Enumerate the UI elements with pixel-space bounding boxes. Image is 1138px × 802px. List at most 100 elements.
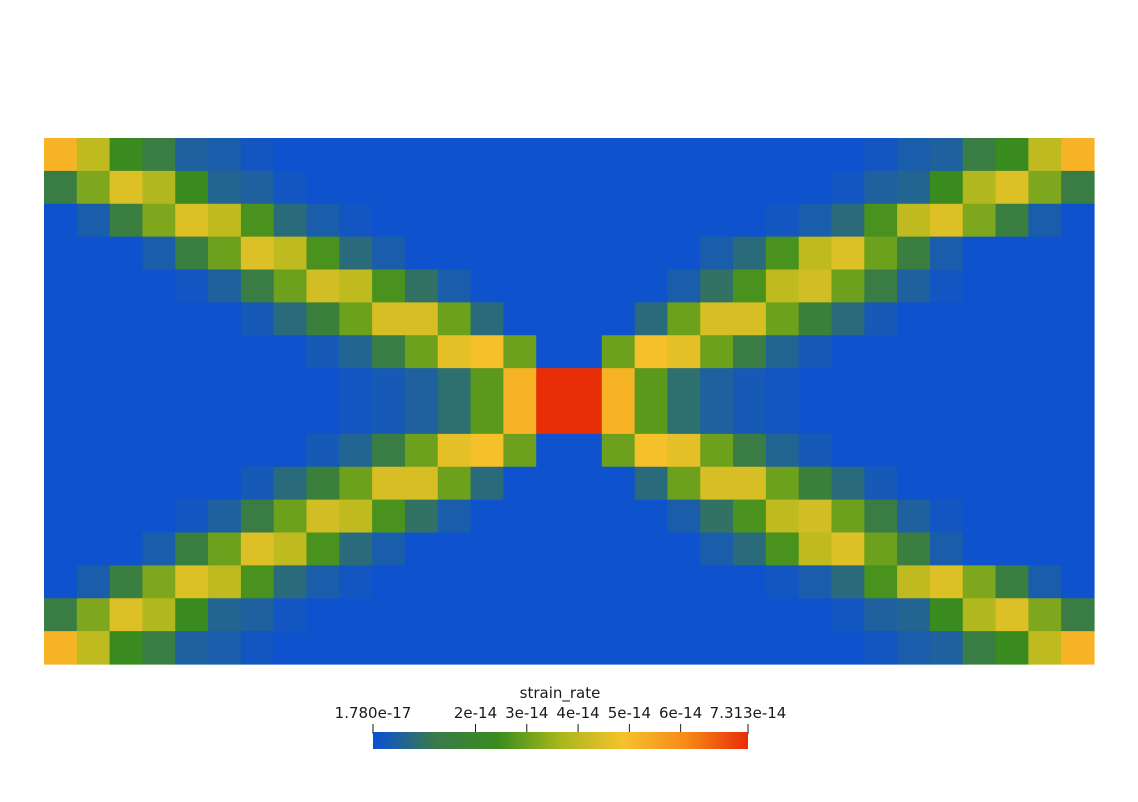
heatmap-cell: [274, 302, 307, 335]
heatmap-cell: [766, 500, 799, 533]
heatmap-cell: [438, 467, 471, 500]
heatmap-cell: [274, 631, 307, 664]
heatmap-cell: [930, 368, 963, 401]
heatmap-cell: [142, 171, 175, 204]
heatmap-cell: [864, 237, 897, 270]
heatmap-cell: [569, 533, 602, 566]
heatmap-cell: [241, 467, 274, 500]
heatmap-cell: [766, 467, 799, 500]
heatmap-cell: [471, 631, 504, 664]
heatmap-cell: [503, 401, 536, 434]
heatmap-cell: [700, 500, 733, 533]
heatmap-cell: [503, 171, 536, 204]
heatmap-cell: [274, 467, 307, 500]
heatmap-cell: [700, 598, 733, 631]
heatmap-cell: [77, 533, 110, 566]
heatmap-cell: [1028, 500, 1061, 533]
heatmap-cell: [700, 565, 733, 598]
heatmap-cell: [569, 565, 602, 598]
heatmap-cell: [897, 631, 930, 664]
heatmap-cell: [864, 368, 897, 401]
heatmap-cell: [1028, 565, 1061, 598]
heatmap-cell: [372, 171, 405, 204]
heatmap-cell: [110, 467, 143, 500]
heatmap-cell: [503, 302, 536, 335]
heatmap-cell: [635, 270, 668, 303]
heatmap-cell: [274, 237, 307, 270]
heatmap-cell: [405, 500, 438, 533]
heatmap-cell: [930, 467, 963, 500]
heatmap-cell: [602, 204, 635, 237]
heatmap-cell: [77, 565, 110, 598]
heatmap-cell: [963, 434, 996, 467]
heatmap-cell: [897, 237, 930, 270]
heatmap-cell: [438, 138, 471, 171]
heatmap-cell: [996, 138, 1029, 171]
heatmap-cell: [307, 467, 340, 500]
heatmap-cell: [175, 533, 208, 566]
heatmap-cell: [864, 631, 897, 664]
heatmap-cell: [733, 270, 766, 303]
heatmap-cell: [733, 631, 766, 664]
heatmap-cell: [175, 401, 208, 434]
heatmap-cell: [77, 237, 110, 270]
heatmap-cell: [241, 204, 274, 237]
heatmap-cell: [438, 171, 471, 204]
heatmap-cell: [766, 302, 799, 335]
heatmap-cell: [471, 533, 504, 566]
heatmap-cell: [405, 138, 438, 171]
heatmap-cell: [897, 598, 930, 631]
heatmap-cell: [1061, 171, 1094, 204]
heatmap-cell: [142, 270, 175, 303]
heatmap-cell: [799, 565, 832, 598]
heatmap-cell: [339, 598, 372, 631]
heatmap-cell: [700, 401, 733, 434]
heatmap-cell: [471, 598, 504, 631]
heatmap-cell: [963, 138, 996, 171]
colorbar-tick-label: 5e-14: [608, 704, 651, 722]
heatmap-cell: [536, 401, 569, 434]
heatmap-cell: [996, 467, 1029, 500]
heatmap-cell: [635, 335, 668, 368]
heatmap-cell: [175, 270, 208, 303]
heatmap-cell: [832, 631, 865, 664]
heatmap-cell: [471, 237, 504, 270]
heatmap-cell: [274, 138, 307, 171]
heatmap-cell: [832, 270, 865, 303]
heatmap-cell: [897, 138, 930, 171]
heatmap-cell: [274, 533, 307, 566]
heatmap-cell: [1061, 598, 1094, 631]
heatmap-cell: [274, 171, 307, 204]
heatmap-cell: [339, 302, 372, 335]
heatmap-cell: [208, 171, 241, 204]
heatmap-cell: [44, 500, 77, 533]
colorbar-tick-label: 2e-14: [454, 704, 497, 722]
heatmap-cell: [733, 533, 766, 566]
heatmap-cell: [635, 138, 668, 171]
heatmap-cell: [405, 467, 438, 500]
heatmap-cell: [208, 335, 241, 368]
heatmap-cell: [635, 368, 668, 401]
heatmap-cell: [307, 434, 340, 467]
heatmap-cell: [372, 631, 405, 664]
heatmap-cell: [897, 500, 930, 533]
heatmap-cell: [766, 270, 799, 303]
heatmap-cell: [471, 171, 504, 204]
heatmap-cell: [44, 368, 77, 401]
heatmap-cell: [996, 598, 1029, 631]
heatmap-cell: [930, 631, 963, 664]
heatmap-cell: [700, 335, 733, 368]
heatmap-cell: [963, 237, 996, 270]
heatmap-cell: [569, 467, 602, 500]
heatmap-cell: [864, 598, 897, 631]
heatmap-cell: [307, 598, 340, 631]
heatmap-cell: [241, 270, 274, 303]
heatmap-cell: [700, 270, 733, 303]
heatmap-cell: [635, 401, 668, 434]
heatmap-cell: [602, 598, 635, 631]
heatmap-cell: [274, 500, 307, 533]
heatmap-cell: [930, 204, 963, 237]
heatmap-cell: [667, 533, 700, 566]
heatmap-cell: [635, 237, 668, 270]
heatmap-cell: [667, 631, 700, 664]
